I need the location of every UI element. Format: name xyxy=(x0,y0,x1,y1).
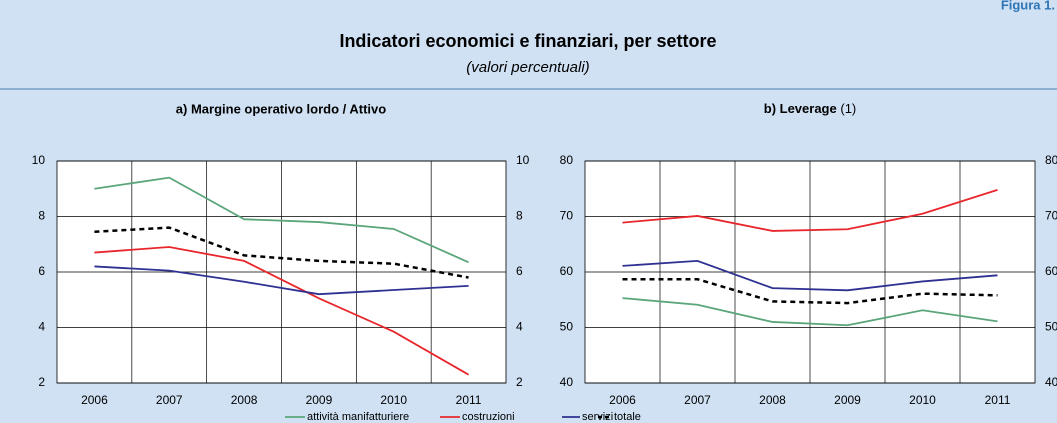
legend-label: costruzioni xyxy=(462,411,515,423)
y-right-tick-label: 10 xyxy=(516,153,530,167)
x-tick-label: 2006 xyxy=(81,393,108,407)
series-line xyxy=(622,277,998,305)
x-tick-label: 2011 xyxy=(456,393,482,407)
x-tick-label: 2011 xyxy=(985,393,1011,407)
y-tick-label: 8 xyxy=(38,209,45,223)
y-right-tick-label: 50 xyxy=(1045,320,1057,334)
legend-label: attività manifatturiere xyxy=(307,411,409,423)
series-line xyxy=(622,259,998,292)
figure-subtitle: (valori percentuali) xyxy=(466,59,589,76)
y-tick-label: 2 xyxy=(38,375,45,389)
y-right-tick-label: 60 xyxy=(1045,264,1057,278)
y-tick-label: 4 xyxy=(38,320,45,334)
panel-title: a) Margine operativo lordo / Attivo xyxy=(176,101,386,116)
series-line xyxy=(94,246,470,376)
panel-title: b) Leverage (1) xyxy=(764,101,857,116)
x-tick-label: 2007 xyxy=(156,393,183,407)
legend-label: totale xyxy=(614,411,641,423)
y-right-tick-label: 8 xyxy=(516,209,523,223)
y-right-tick-label: 40 xyxy=(1045,375,1057,389)
x-tick-label: 2009 xyxy=(306,393,333,407)
figure-label: Figura 1. xyxy=(1001,0,1055,12)
y-right-tick-label: 4 xyxy=(516,320,523,334)
x-tick-label: 2009 xyxy=(834,393,861,407)
x-tick-label: 2006 xyxy=(609,393,636,407)
x-tick-label: 2008 xyxy=(759,393,786,407)
y-right-tick-label: 6 xyxy=(516,264,523,278)
y-tick-label: 80 xyxy=(560,153,574,167)
x-tick-label: 2010 xyxy=(909,393,936,407)
series-line xyxy=(622,189,998,232)
x-tick-label: 2008 xyxy=(231,393,258,407)
series-line xyxy=(94,176,469,264)
y-tick-label: 40 xyxy=(560,375,574,389)
y-right-tick-label: 2 xyxy=(516,375,523,389)
y-right-tick-label: 80 xyxy=(1045,153,1057,167)
y-tick-label: 6 xyxy=(38,264,45,278)
x-tick-label: 2007 xyxy=(684,393,711,407)
series-line xyxy=(94,265,469,296)
panel-title-note: (1) xyxy=(840,101,856,116)
x-tick-label: 2010 xyxy=(380,393,407,407)
figure-title: Indicatori economici e finanziari, per s… xyxy=(339,31,716,51)
y-tick-label: 10 xyxy=(32,153,46,167)
y-tick-label: 70 xyxy=(560,209,574,223)
legend-label: servizi xyxy=(582,411,613,423)
y-tick-label: 60 xyxy=(560,264,574,278)
series-line xyxy=(94,226,469,279)
y-right-tick-label: 70 xyxy=(1045,209,1057,223)
panel-title-main: b) Leverage xyxy=(764,101,837,116)
y-tick-label: 50 xyxy=(560,320,574,334)
series-line xyxy=(622,297,998,327)
